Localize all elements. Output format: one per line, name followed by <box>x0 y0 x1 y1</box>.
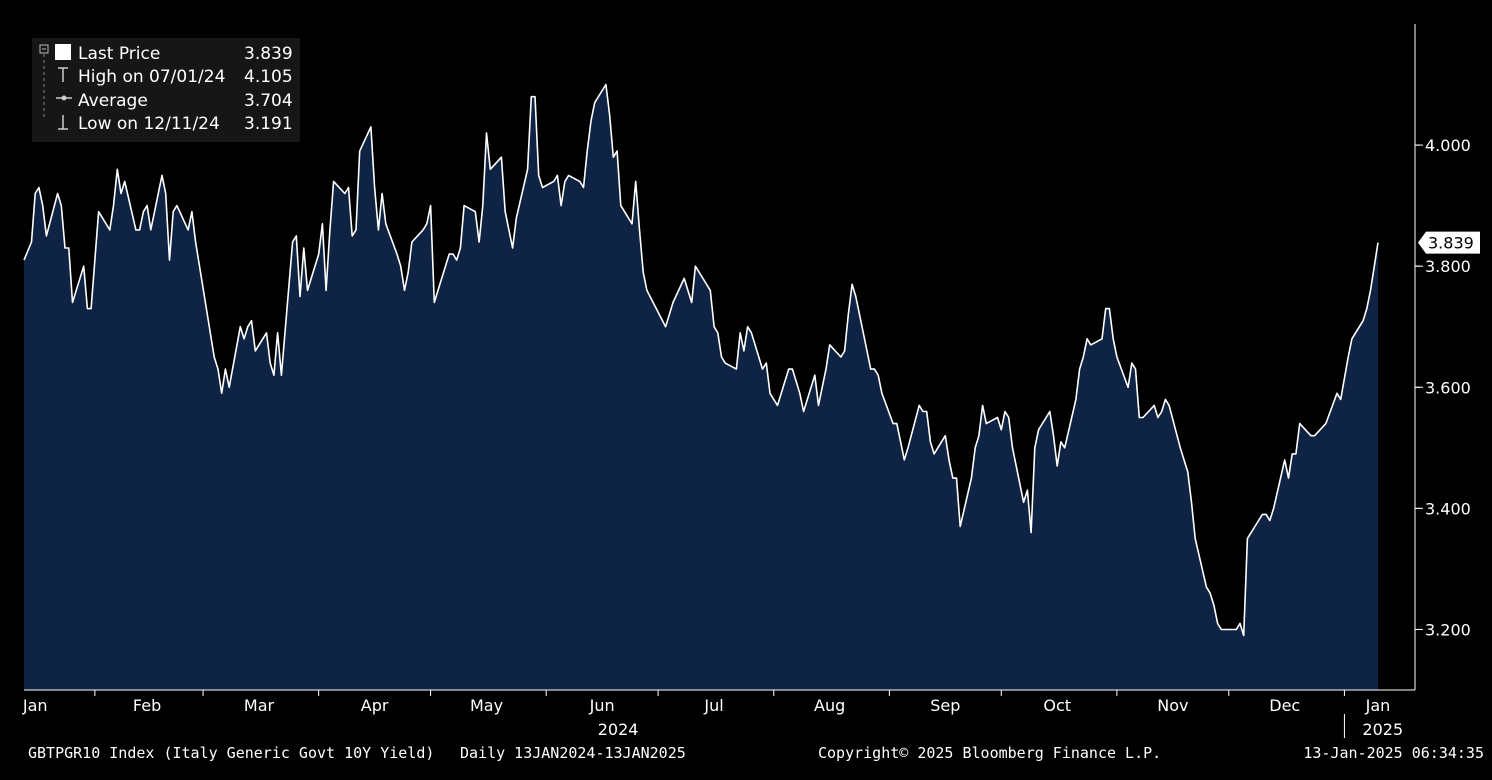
y-axis: 4.000 3.800 3.600 3.400 3.200 <box>1415 136 1471 639</box>
area-layer <box>23 83 1379 690</box>
x-tick-label-5: Jun <box>589 696 615 715</box>
x-tick-label-0: Jan <box>22 696 48 715</box>
legend-label-last-price: Last Price <box>78 44 160 64</box>
x-tick-label-2: Mar <box>244 696 275 715</box>
legend: Last Price 3.839 High on 07/01/24 4.105 … <box>32 38 300 142</box>
y-tick-label-2: 3.600 <box>1425 378 1471 397</box>
legend-background <box>32 38 300 142</box>
legend-value-average: 3.704 <box>244 91 293 111</box>
x-tick-label-8: Sep <box>930 696 960 715</box>
legend-collapse-icon[interactable] <box>39 44 49 54</box>
x-tick-label-3: Apr <box>361 696 389 715</box>
legend-label-average: Average <box>78 91 148 111</box>
footer-timestamp: 13-Jan-2025 06:34:35 <box>1303 744 1484 762</box>
year-label-0: 2024 <box>598 720 639 739</box>
footer-copyright: Copyright© 2025 Bloomberg Finance L.P. <box>818 744 1161 762</box>
x-tick-label-11: Dec <box>1269 696 1300 715</box>
x-tick-label-1: Feb <box>133 696 161 715</box>
x-tick-label-12: Jan <box>1365 696 1391 715</box>
y-tick-label-4: 3.200 <box>1425 620 1471 639</box>
x-tick-label-9: Oct <box>1043 696 1071 715</box>
last-price-tag: 3.839 <box>1418 231 1480 254</box>
last-price-tag-value: 3.839 <box>1428 234 1474 253</box>
high-marker-icon <box>58 67 68 82</box>
x-tick-label-10: Nov <box>1157 696 1188 715</box>
x-tick-label-6: Jul <box>703 696 723 715</box>
y-tick-label-0: 4.000 <box>1425 136 1471 155</box>
legend-label-low: Low on 12/11/24 <box>78 114 220 134</box>
y-tick-label-3: 3.400 <box>1425 499 1471 518</box>
x-axis: Jan Feb Mar Apr May Jun Jul Aug Sep Oct Nov Dec Jan 2… <box>22 690 1403 739</box>
legend-value-last-price: 3.839 <box>244 44 293 64</box>
year-label-1: 2025 <box>1362 720 1403 739</box>
average-marker-icon <box>56 95 72 101</box>
footer-index: GBTPGR10 Index (Italy Generic Govt 10Y Y… <box>28 744 434 762</box>
footer-range: Daily 13JAN2024-13JAN2025 <box>460 744 686 762</box>
series-line-0 <box>23 83 1379 637</box>
legend-value-high: 4.105 <box>244 67 293 87</box>
last-price-tag-shape <box>1418 231 1480 254</box>
legend-label-high: High on 07/01/24 <box>78 67 225 87</box>
legend-value-low: 3.191 <box>244 114 293 134</box>
y-tick-label-1: 3.800 <box>1425 257 1471 276</box>
x-tick-label-4: May <box>470 696 503 715</box>
last-price-swatch-icon <box>55 44 71 60</box>
low-marker-icon <box>58 115 68 130</box>
x-tick-label-7: Aug <box>814 696 845 715</box>
series-area-0 <box>24 84 1378 690</box>
